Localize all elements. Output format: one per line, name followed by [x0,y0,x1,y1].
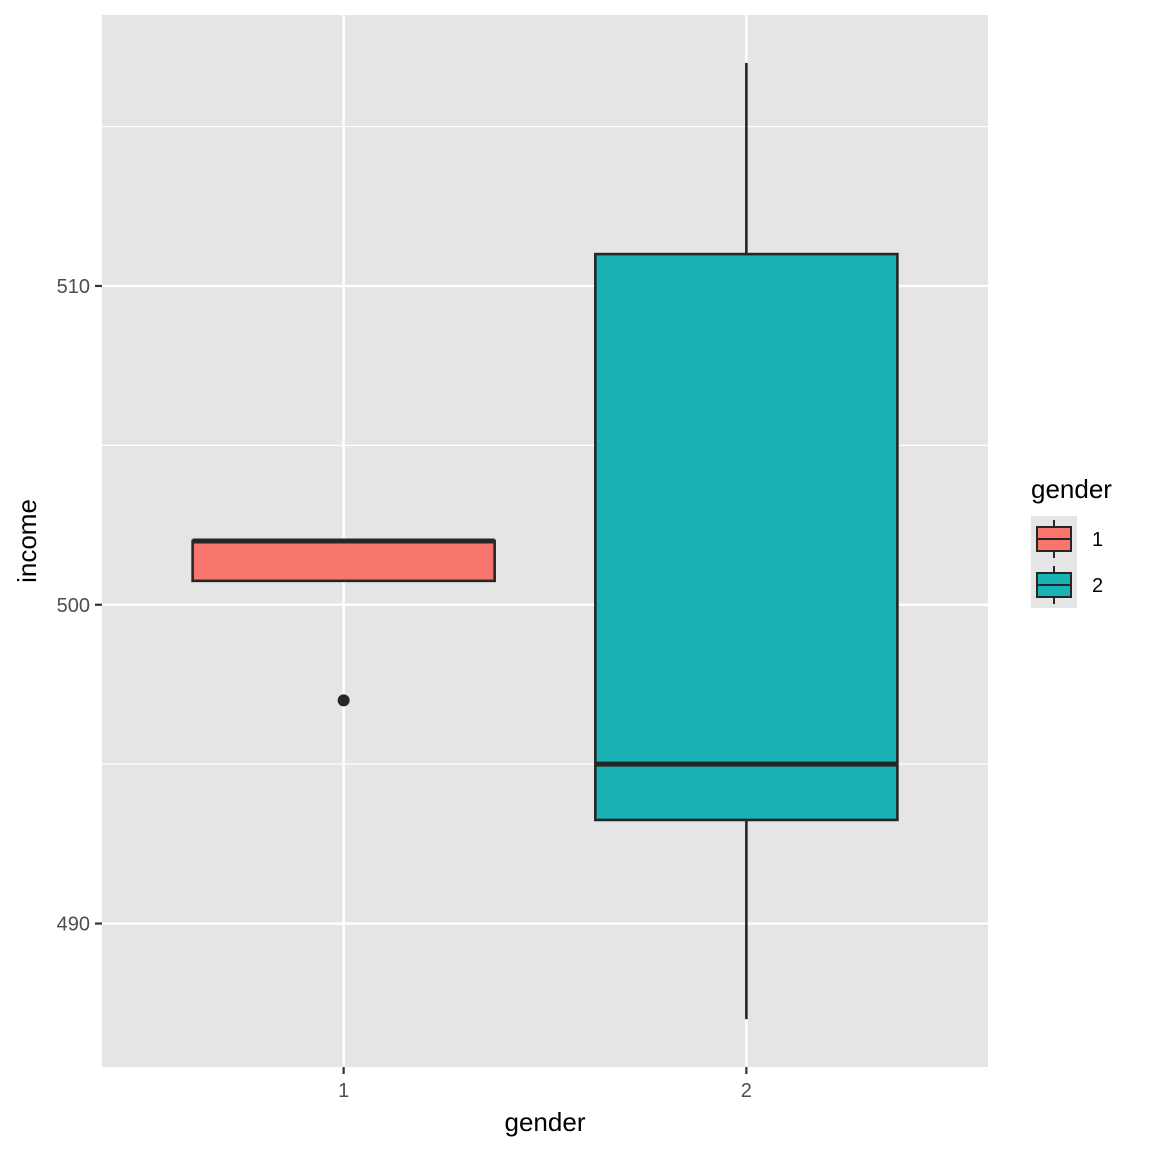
legend-title: gender [1031,474,1112,504]
box-iqr [191,539,496,583]
x-tick-label: 1 [338,1080,349,1102]
legend-key-2 [1031,562,1077,608]
box-series [191,62,899,1020]
legend-key-1 [1031,516,1077,562]
y-axis: 490 500 510 [57,276,102,936]
box-iqr [594,252,899,822]
y-tick-label: 510 [57,276,90,298]
y-tick-label: 490 [57,914,90,936]
x-axis-title: gender [505,1107,586,1137]
legend: gender 1 2 [1031,474,1112,608]
legend-item-label: 2 [1092,575,1103,597]
y-axis-title: income [12,499,42,583]
outlier-point [337,694,350,707]
box-group-2 [594,62,899,1020]
x-tick-label: 2 [741,1080,752,1102]
box-group-1 [191,538,496,707]
legend-item-label: 1 [1092,529,1103,551]
y-tick-label: 500 [57,595,90,617]
